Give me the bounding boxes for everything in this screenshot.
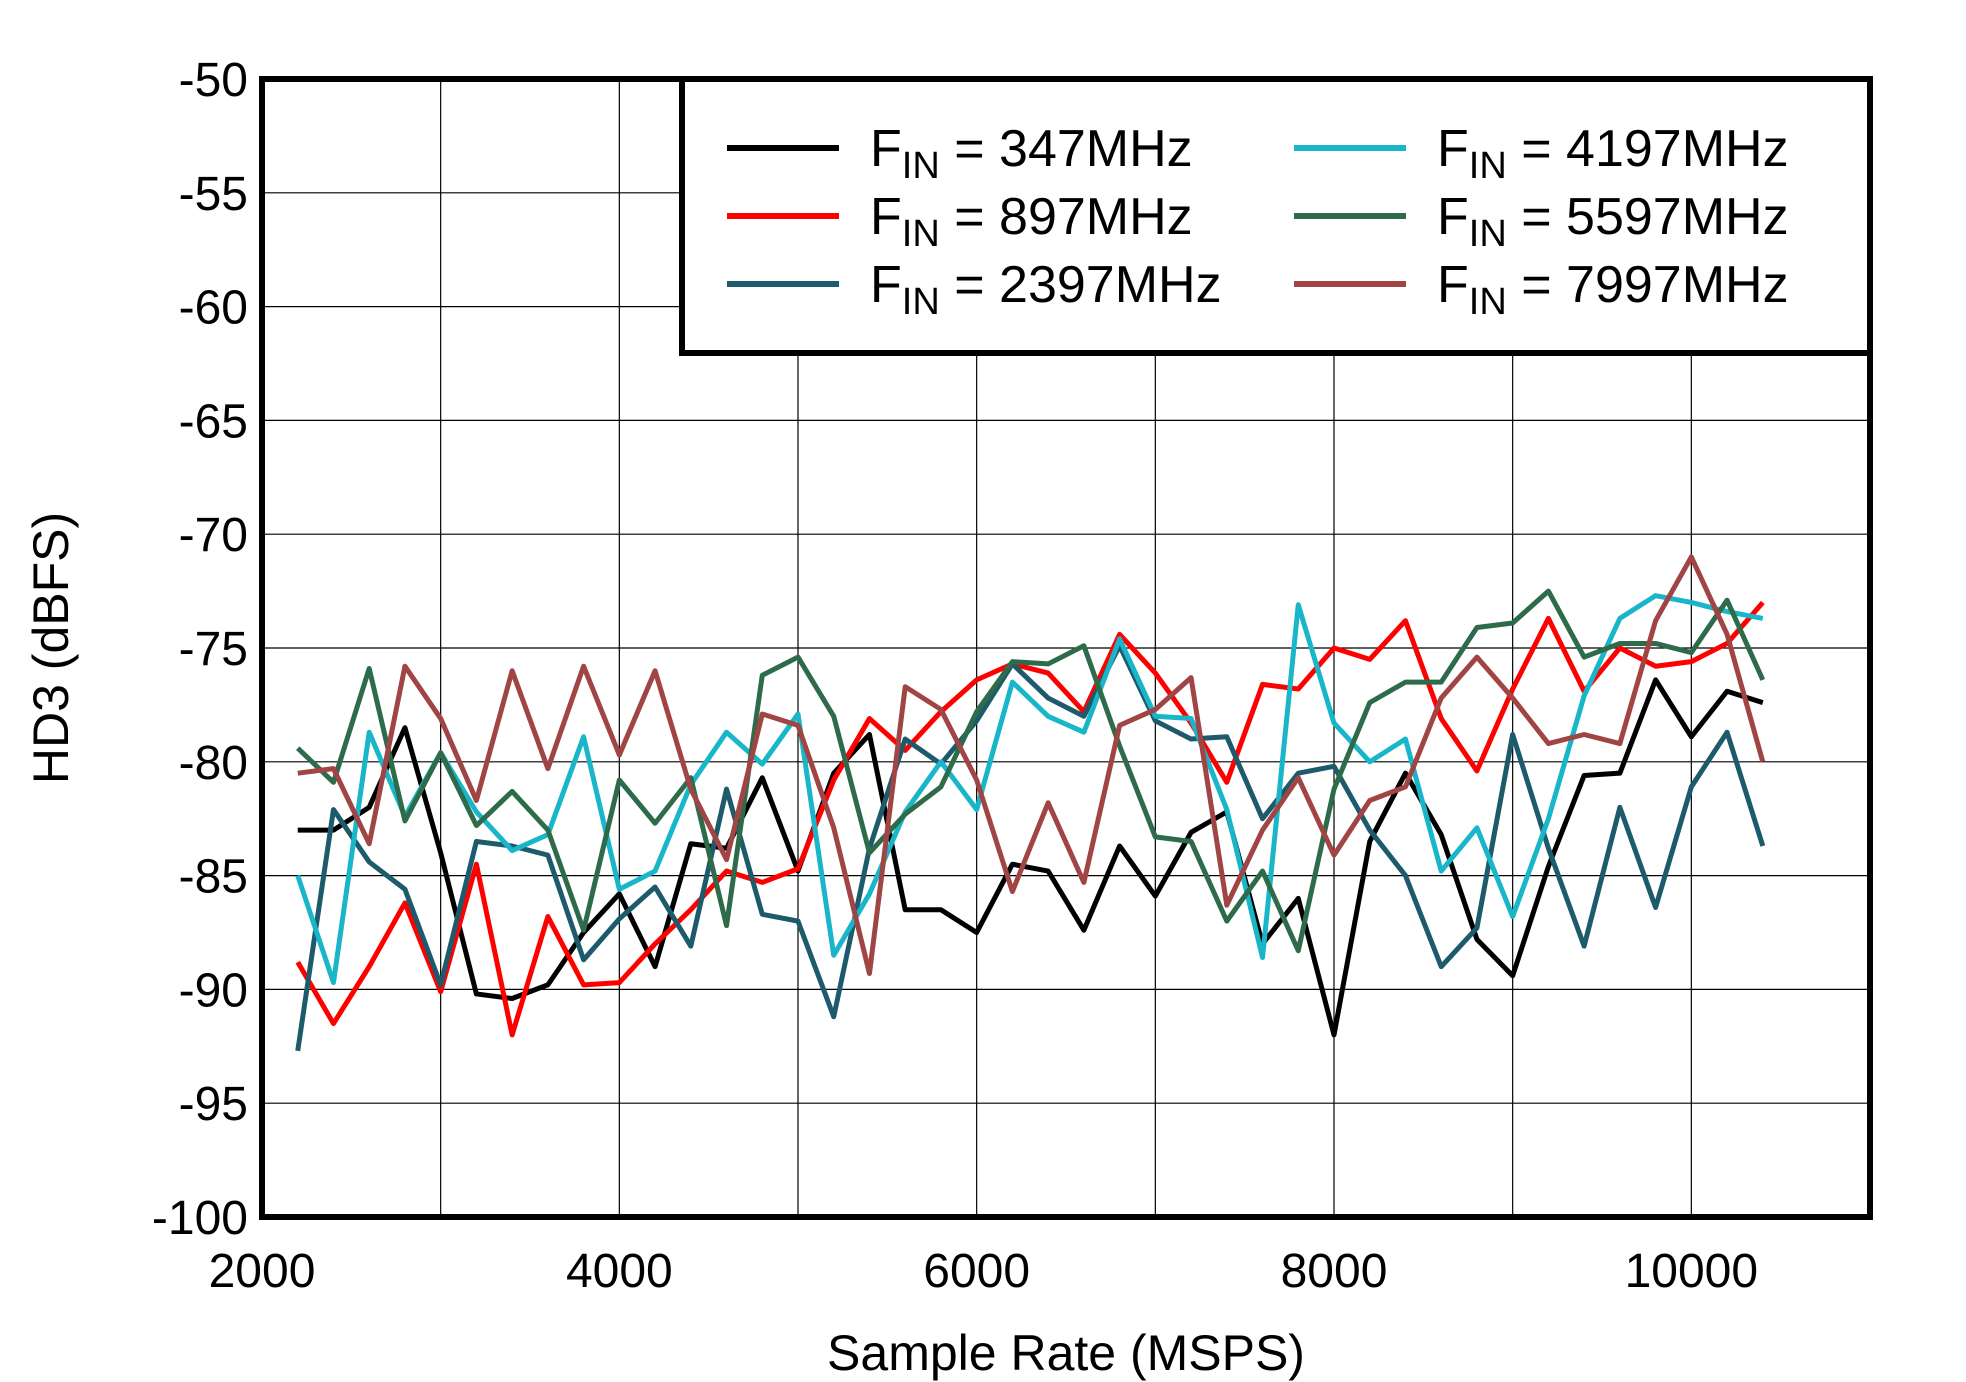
legend-label: FIN = 4197MHz [1437,120,1789,187]
legend-label: FIN = 7997MHz [1437,256,1789,323]
plot-frame [259,76,1873,1220]
y-tick-label: -90 [179,964,248,1017]
series-line-1 [297,677,1764,1038]
y-tick-label: -95 [179,1078,248,1131]
y-tick-label: -75 [179,623,248,676]
x-tick-label: 2000 [209,1245,316,1298]
y-tick-label: -100 [152,1192,248,1245]
series-line-2 [295,600,1765,1038]
y-tick-label: -55 [179,168,248,221]
legend-label: FIN = 2397MHz [870,256,1222,323]
y-tick-label: -50 [179,54,248,107]
series-line-6 [297,554,1766,976]
legend-label: FIN = 5597MHz [1437,188,1789,255]
x-axis-label: Sample Rate (MSPS) [827,1325,1305,1381]
y-axis-label: HD3 (dBFS) [23,512,79,784]
x-tick-label: 6000 [923,1245,1030,1298]
series-line-3 [295,643,1766,1052]
y-tick-label: -85 [179,851,248,904]
legend-label: FIN = 347MHz [870,120,1193,187]
series-lines [295,554,1766,1052]
series-line-5 [296,588,1766,954]
series-line-4 [295,593,1764,986]
x-tick-label: 10000 [1625,1245,1758,1298]
y-tick-label: -65 [179,395,248,448]
y-tick-label: -80 [179,737,248,790]
legend-label: FIN = 897MHz [870,188,1193,255]
y-tick-label: -60 [179,282,248,335]
y-tick-label: -70 [179,509,248,562]
x-tick-label: 4000 [566,1245,673,1298]
x-tick-label: 8000 [1281,1245,1388,1298]
